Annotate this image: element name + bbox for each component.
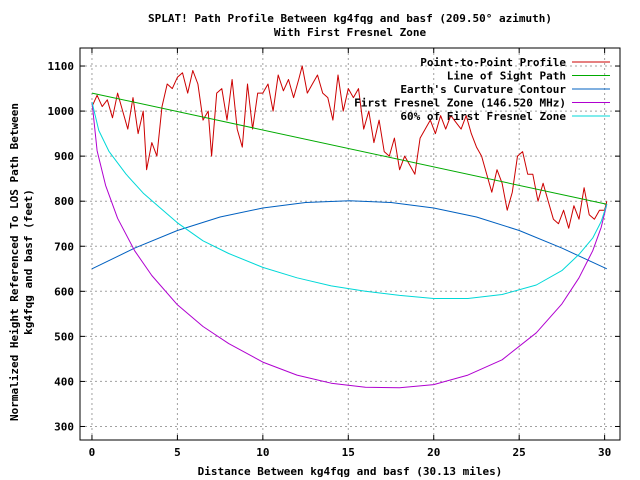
y-axis-label-line1: Normalized Height Referenced To LOS Path… bbox=[8, 103, 21, 421]
series-lines bbox=[91, 65, 608, 389]
axis-ticks: 0 5 10 15 20 25 30 300 400 500 600 700 800 900 1000 110… bbox=[48, 48, 620, 459]
x-tick-label: 0 bbox=[89, 446, 96, 459]
y-tick-label: 900 bbox=[54, 150, 74, 163]
legend-label: Point-to-Point Profile bbox=[420, 56, 566, 69]
x-tick-label: 15 bbox=[342, 446, 355, 459]
y-tick-label: 1000 bbox=[48, 105, 75, 118]
plot-frame bbox=[79, 47, 621, 441]
x-tick-label: 5 bbox=[174, 446, 181, 459]
y-tick-label: 500 bbox=[54, 330, 74, 343]
series-point-to-point-profile bbox=[91, 65, 608, 229]
y-tick-label: 400 bbox=[54, 375, 74, 388]
legend-label: 60% of First Fresnel Zone bbox=[400, 110, 566, 123]
y-tick-label: 800 bbox=[54, 195, 74, 208]
legend-label: Line of Sight Path bbox=[447, 70, 566, 83]
x-tick-label: 30 bbox=[598, 446, 611, 459]
legend-label: First Fresnel Zone (146.520 MHz) bbox=[354, 97, 566, 110]
series-line-of-sight-path bbox=[91, 92, 607, 205]
y-tick-label: 1100 bbox=[48, 60, 75, 73]
series-60-of-first-fresnel-zone bbox=[91, 101, 608, 299]
x-tick-label: 20 bbox=[427, 446, 440, 459]
legend-label: Earth's Curvature Contour bbox=[400, 83, 566, 96]
chart-subtitle: With First Fresnel Zone bbox=[274, 26, 427, 39]
chart-title: SPLAT! Path Profile Between kg4fqg and b… bbox=[148, 12, 552, 25]
series-earth-s-curvature-contour bbox=[91, 200, 608, 270]
y-tick-label: 600 bbox=[54, 285, 74, 298]
x-tick-label: 25 bbox=[513, 446, 526, 459]
x-axis-label: Distance Between kg4fqg and basf (30.13 … bbox=[198, 465, 503, 478]
y-tick-label: 700 bbox=[54, 240, 74, 253]
x-tick-label: 10 bbox=[256, 446, 269, 459]
y-tick-label: 300 bbox=[54, 420, 74, 433]
y-axis-label-line2: kg4fqg and basf (feet) bbox=[22, 189, 35, 335]
series-first-fresnel-zone-146-520-mhz bbox=[91, 102, 608, 389]
